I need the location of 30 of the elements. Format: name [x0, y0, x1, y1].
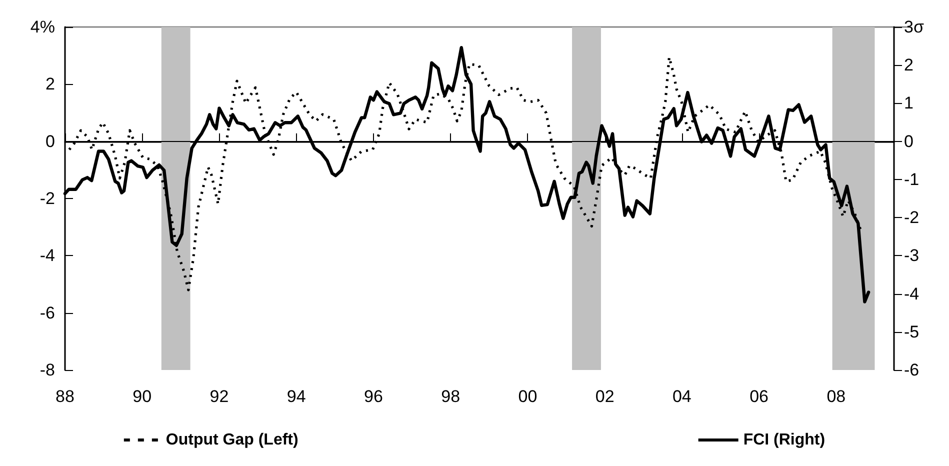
x-tick-label: 92: [210, 387, 229, 406]
x-tick-label: 96: [364, 387, 383, 406]
x-tick-label: 06: [750, 387, 769, 406]
legend-label: FCI (Right): [743, 432, 826, 448]
x-tick-label: 00: [518, 387, 538, 406]
y-tick-label: -6: [40, 303, 55, 322]
y-tick-label: -4: [40, 246, 55, 266]
x-tick-label: 88: [56, 387, 74, 406]
y2-tick-label: -1: [904, 170, 920, 189]
x-tick-label: 98: [441, 387, 460, 406]
x-tick-label: 02: [595, 387, 614, 406]
y2-tick-label: 2: [904, 56, 914, 75]
x-tick-label: 04: [672, 387, 692, 406]
y-tick-label: 0: [46, 132, 55, 151]
y2-tick-label: 3σ: [904, 18, 924, 36]
legend-label: Output Gap (Left): [166, 432, 298, 448]
y2-tick-label: -6: [904, 360, 920, 380]
y2-tick-label: -3: [904, 246, 920, 266]
y-tick-label: 4%: [30, 18, 55, 36]
y2-tick-label: 1: [904, 94, 914, 113]
y2-tick-label: -5: [904, 322, 920, 342]
y-tick-label: 2: [46, 74, 55, 94]
x-tick-label: 90: [132, 387, 152, 406]
y-tick-label: -8: [40, 360, 55, 380]
x-tick-label: 94: [286, 387, 306, 406]
y2-tick-label: 0: [904, 132, 914, 151]
y-tick-label: -2: [40, 189, 55, 208]
y2-tick-label: -2: [904, 208, 920, 228]
x-tick-label: 08: [826, 387, 846, 406]
y2-tick-label: -4: [904, 284, 920, 304]
